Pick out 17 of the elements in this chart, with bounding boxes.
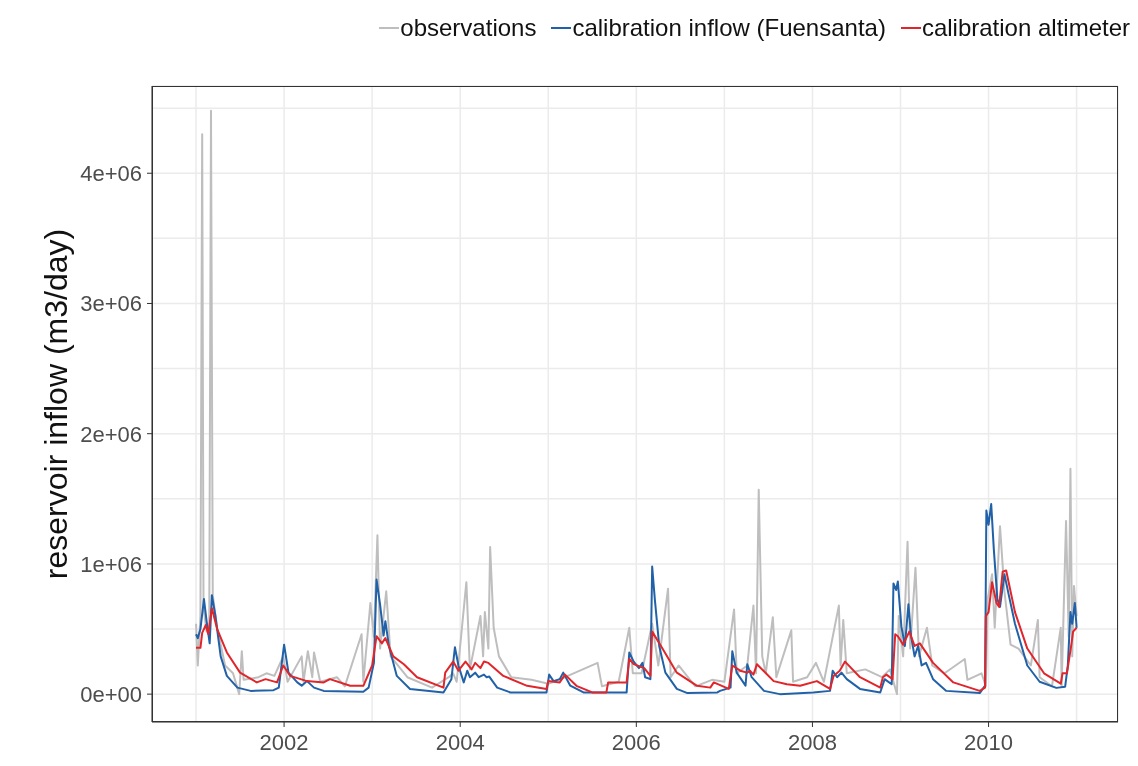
x-tick-label: 2002: [259, 730, 309, 755]
x-tick-label: 2006: [611, 730, 661, 755]
line-series: [195, 109, 1078, 696]
line-series: [195, 569, 1078, 694]
x-tick-label: 2010: [964, 730, 1014, 755]
y-tick-label: 2e+06: [80, 421, 142, 447]
y-axis-title: reservoir inflow (m3/day): [38, 228, 75, 580]
y-tick-label: 3e+06: [80, 291, 142, 317]
x-tick-label: 2008: [787, 730, 837, 755]
y-tick-label: 1e+06: [80, 551, 142, 577]
y-tick-label: 0e+00: [80, 682, 142, 708]
x-tick-label: 2004: [435, 730, 485, 755]
legend-label: calibration altimeter: [921, 14, 1130, 42]
legend-label: observations: [400, 14, 537, 42]
y-tick-label: 4e+06: [80, 161, 142, 187]
line-series: [195, 503, 1078, 696]
legend-label: calibration inflow (Fuensanta): [572, 14, 886, 42]
